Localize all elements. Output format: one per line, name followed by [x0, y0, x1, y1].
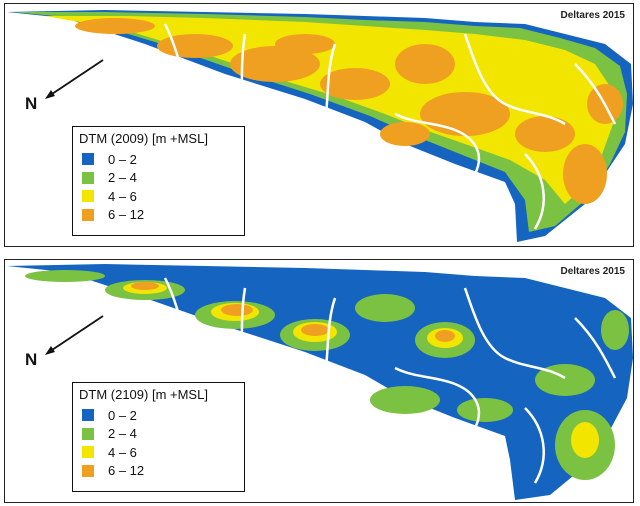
terrain-map-2009 [7, 10, 633, 242]
legend-item: 4 – 6 [79, 187, 238, 206]
legend-label: 6 – 12 [108, 463, 145, 479]
legend-swatch [82, 427, 94, 440]
legend: DTM (2109) [m +MSL] 0 – 2 2 – 4 4 – 6 6 … [72, 382, 245, 492]
legend-item: 2 – 4 [79, 169, 238, 188]
land-high [131, 282, 455, 342]
legend-item: 4 – 6 [79, 443, 238, 462]
land-yellow [45, 16, 613, 204]
legend-swatch [82, 153, 94, 166]
north-label: N [25, 94, 38, 113]
land-green [25, 270, 629, 480]
legend-item: 0 – 2 [79, 406, 238, 425]
map-panel-2009: Deltares 2015 N DTM (2009) [m +MSL] 0 – … [4, 3, 634, 247]
legend-item: 0 – 2 [79, 150, 238, 169]
terrain-map-2109 [7, 264, 633, 500]
legend: DTM (2009) [m +MSL] 0 – 2 2 – 4 4 – 6 6 … [72, 126, 245, 236]
legend-label: 0 – 2 [108, 151, 137, 167]
legend-swatch [82, 409, 94, 422]
legend-swatch [82, 190, 94, 203]
legend-label: 6 – 12 [108, 207, 145, 223]
legend-label: 4 – 6 [108, 188, 137, 204]
credit-label: Deltares 2015 [560, 10, 626, 21]
legend-swatch [82, 171, 94, 184]
north-arrow-icon [45, 315, 104, 355]
legend-label: 4 – 6 [108, 444, 137, 460]
north-label: N [25, 350, 38, 369]
credit-label: Deltares 2015 [560, 266, 626, 277]
legend-title: DTM (2009) [m +MSL] [79, 131, 208, 146]
legend-swatch [82, 446, 94, 459]
rivers [163, 23, 617, 230]
legend-label: 0 – 2 [108, 407, 137, 423]
rivers [163, 277, 617, 484]
legend-item: 2 – 4 [79, 425, 238, 444]
legend-item: 6 – 12 [79, 462, 238, 481]
legend-title: DTM (2109) [m +MSL] [79, 387, 208, 402]
map-panel-2109: Deltares 2015 N DTM (2109) [m +MSL] 0 – … [4, 259, 634, 503]
legend-label: 2 – 4 [108, 426, 137, 442]
legend-swatch [82, 464, 94, 477]
land-high [75, 18, 623, 204]
legend-item: 6 – 12 [79, 206, 238, 225]
legend-label: 2 – 4 [108, 170, 137, 186]
north-arrow-icon [45, 59, 104, 99]
legend-swatch [82, 208, 94, 221]
